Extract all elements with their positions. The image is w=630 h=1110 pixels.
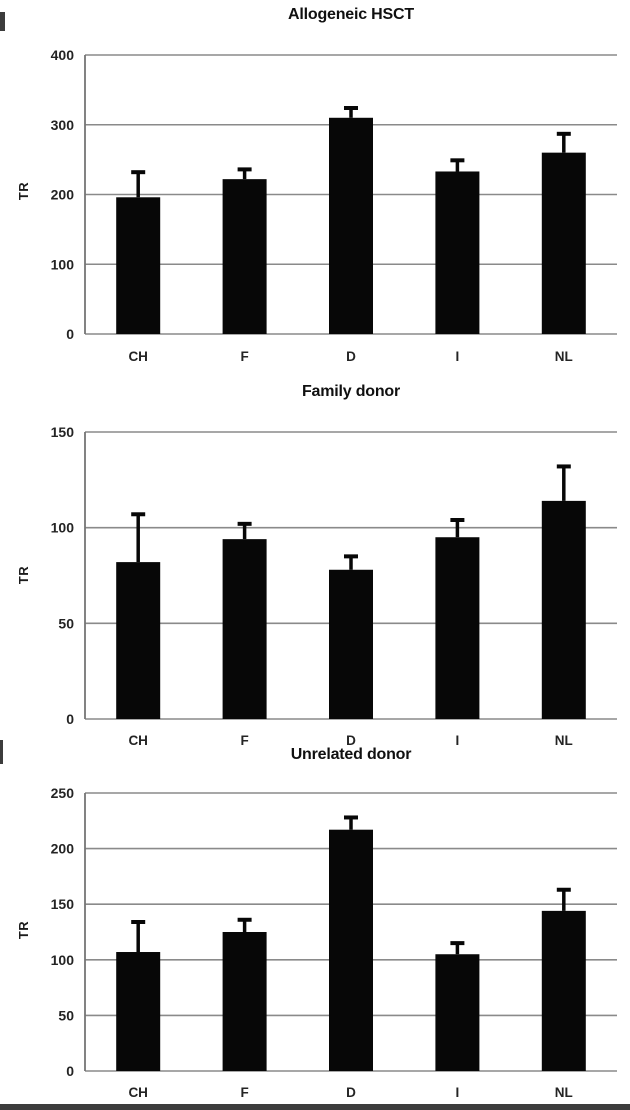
x-tick-label: F bbox=[240, 1085, 248, 1100]
y-tick-label: 400 bbox=[51, 47, 75, 63]
chart-title: Allogeneic HSCT bbox=[288, 6, 414, 23]
bar-f bbox=[222, 932, 267, 1071]
x-tick-label: I bbox=[456, 349, 460, 364]
bar-i bbox=[435, 171, 480, 334]
x-tick-label: CH bbox=[128, 733, 148, 748]
x-tick-label: F bbox=[240, 733, 248, 748]
y-tick-label: 150 bbox=[51, 896, 75, 912]
y-tick-label: 150 bbox=[51, 424, 75, 440]
x-tick-label: D bbox=[346, 733, 356, 748]
y-tick-label: 200 bbox=[51, 841, 75, 857]
x-tick-label: CH bbox=[128, 1085, 148, 1100]
y-tick-label: 0 bbox=[66, 1063, 74, 1079]
bar-plot: CH F D I NL 0 100 200 300 400 bbox=[51, 47, 617, 364]
y-tick-label: 50 bbox=[58, 1007, 74, 1023]
scan-artifact bbox=[0, 740, 3, 764]
y-tick-label: 250 bbox=[51, 785, 75, 801]
x-tick-label: NL bbox=[555, 733, 573, 748]
y-tick-label: 0 bbox=[66, 326, 74, 342]
x-tick-label: I bbox=[456, 1085, 460, 1100]
bar-i bbox=[435, 954, 480, 1071]
chart-title: Family donor bbox=[301, 383, 401, 400]
x-tick-label: F bbox=[240, 349, 248, 364]
bar-f bbox=[222, 179, 267, 334]
bar-plot: CH F D I NL 0 50 100 150 200 250 bbox=[51, 785, 617, 1100]
bar-plot: CH F D I NL 0 50 100 150 bbox=[51, 424, 617, 748]
scan-artifact bbox=[0, 1104, 630, 1110]
bar-nl bbox=[541, 500, 586, 719]
bar-i bbox=[435, 537, 480, 719]
y-tick-label: 0 bbox=[66, 711, 74, 727]
bar-d bbox=[329, 569, 373, 719]
y-tick-label: 100 bbox=[51, 256, 75, 272]
scan-artifact bbox=[0, 12, 5, 31]
bar-ch bbox=[116, 562, 161, 719]
y-tick-label: 50 bbox=[58, 615, 74, 631]
x-tick-label: CH bbox=[128, 349, 148, 364]
bar-d bbox=[329, 829, 373, 1071]
x-tick-label: I bbox=[456, 733, 460, 748]
bar-ch bbox=[116, 197, 161, 334]
x-tick-label: D bbox=[346, 1085, 356, 1100]
bar-f bbox=[222, 539, 267, 719]
bar-nl bbox=[541, 152, 586, 334]
x-tick-label: NL bbox=[555, 349, 573, 364]
chart-title: Unrelated donor bbox=[290, 746, 412, 763]
y-tick-label: 100 bbox=[51, 952, 75, 968]
y-tick-label: 100 bbox=[51, 520, 75, 536]
x-tick-label: NL bbox=[555, 1085, 573, 1100]
bar-nl bbox=[541, 910, 586, 1071]
bar-ch bbox=[116, 952, 161, 1071]
y-tick-label: 300 bbox=[51, 117, 75, 133]
x-tick-label: D bbox=[346, 349, 356, 364]
y-tick-label: 200 bbox=[51, 187, 75, 203]
bar-d bbox=[329, 117, 373, 335]
